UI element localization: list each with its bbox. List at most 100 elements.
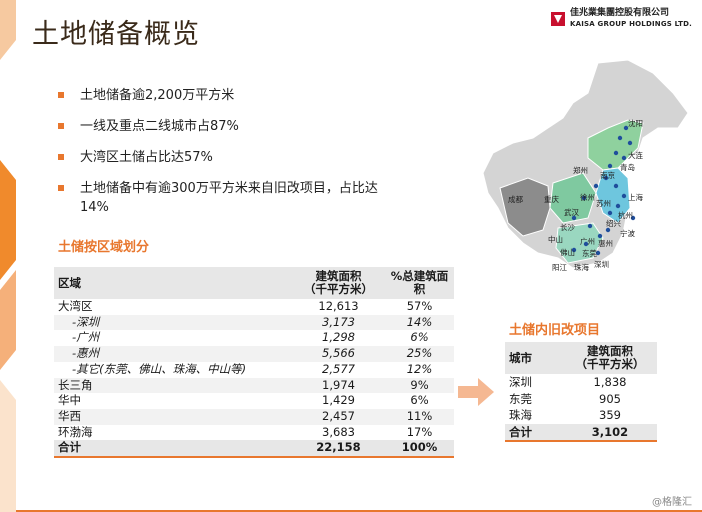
map-label-yangjiang: 阳江	[552, 263, 567, 272]
col-header-city: 城市	[505, 342, 563, 374]
kaisa-logo-icon	[551, 12, 565, 26]
region-area: 12,613	[318, 299, 359, 313]
region-land-bank-table: 区域 建筑面积 （千平方米） %总建筑面积 大湾区 12,613 57% -深圳 3,1…	[54, 267, 454, 459]
region-name: 环渤海	[58, 424, 93, 439]
total-area: 22,158	[292, 440, 385, 459]
map-label-shaoxing: 绍兴	[606, 218, 621, 228]
table-row: -深圳 3,173 14%	[54, 314, 454, 331]
map-label-foshan: 佛山	[560, 247, 575, 257]
region-pct: 6%	[410, 330, 429, 345]
bullet-item: 大湾区土储占比达57%	[58, 148, 398, 167]
region-area: 3,173	[292, 314, 385, 331]
city-area: 905	[599, 391, 621, 406]
table-header-row: 城市 建筑面积 （千平方米）	[505, 342, 657, 374]
page-title: 土地储备概览	[32, 19, 200, 50]
map-yangtze-region	[595, 167, 631, 224]
table-row: -其它(东莞、佛山、珠海、中山等) 2,577 12%	[54, 362, 454, 378]
china-land-bank-map: 沈阳 大连 青岛 郑州 南京 徐州 上海 成都 重庆 武汉 苏州 杭州 绍兴 宁…	[482, 59, 689, 272]
logo-en-text: KAISA GROUP HOLDINGS LTD.	[570, 20, 692, 28]
renewal-projects-table: 城市 建筑面积 （千平方米） 深圳 1,838 东莞 905 珠海 359 合计 3,10…	[505, 342, 657, 442]
map-label-ningbo: 宁波	[620, 228, 635, 238]
region-area: 3,683	[322, 424, 355, 439]
map-label-chengdu: 成都	[508, 194, 523, 204]
region-name: -广州	[72, 330, 100, 345]
map-label-wuhan: 武汉	[564, 207, 579, 217]
region-area: 1,429	[322, 393, 355, 408]
col-header-area-unit: （千平方米）	[575, 357, 645, 371]
project-dots	[571, 125, 636, 256]
map-label-huizhou: 惠州	[598, 238, 613, 248]
col-header-region: 区域	[54, 267, 292, 299]
city-name: 东莞	[509, 391, 532, 406]
table-row: 华中 1,429 6%	[54, 393, 454, 409]
region-name: 华西	[54, 408, 292, 425]
table-row: 珠海 359	[505, 407, 657, 424]
map-gba-region	[555, 222, 604, 264]
map-label-xuzhou: 徐州	[580, 192, 595, 202]
bullet-item: 一线及重点二线城市占87%	[58, 117, 398, 136]
bottom-divider	[16, 510, 702, 512]
region-area: 1,974	[292, 377, 385, 394]
total-pct: 100%	[385, 440, 454, 459]
map-central-region	[549, 172, 597, 224]
col-header-pct: %总建筑面积	[385, 267, 454, 299]
map-label-qingdao: 青岛	[620, 162, 635, 172]
city-area: 1,838	[593, 375, 627, 389]
table-row: 大湾区 12,613 57%	[54, 299, 454, 315]
renewal-table-title: 土储内旧改项目	[509, 323, 601, 338]
company-logo: 佳兆業集團控股有限公司 KAISA GROUP HOLDINGS LTD.	[551, 8, 692, 30]
map-label-zhongshan: 中山	[548, 234, 563, 244]
region-name: 长三角	[54, 377, 292, 394]
map-label-shenzhen: 深圳	[594, 259, 609, 269]
region-pct: 11%	[385, 408, 454, 425]
table-row: -惠州 5,566 25%	[54, 346, 454, 362]
map-bohai-region	[587, 119, 644, 171]
table-row: 华西 2,457 11%	[54, 408, 454, 425]
table-row: 长三角 1,974 9%	[54, 377, 454, 394]
region-pct: 17%	[406, 424, 433, 439]
table-row: 东莞 905	[505, 391, 657, 408]
total-label: 合计	[505, 423, 563, 442]
col-header-area: 建筑面积 （千平方米）	[563, 342, 657, 374]
logo-cn-text: 佳兆業集團控股有限公司	[570, 8, 670, 18]
map-label-shenyang: 沈阳	[628, 118, 643, 128]
map-label-zhuhai: 珠海	[574, 262, 589, 272]
region-table-title: 土储按区域划分	[58, 240, 150, 255]
region-name: -惠州	[54, 346, 292, 362]
region-name: -其它(东莞、佛山、珠海、中山等)	[72, 361, 247, 376]
region-pct: 25%	[385, 346, 454, 362]
table-total-row: 合计 22,158 100%	[54, 440, 454, 459]
map-label-dongguan: 东莞	[582, 248, 597, 258]
table-row: 深圳 1,838	[505, 374, 657, 391]
region-area: 5,566	[292, 346, 385, 362]
region-name: 华中	[58, 393, 81, 408]
col-header-area: 建筑面积 （千平方米）	[292, 267, 385, 299]
map-label-zhengzhou: 郑州	[573, 165, 588, 175]
table-row: 环渤海 3,683 17%	[54, 425, 454, 441]
table-header-row: 区域 建筑面积 （千平方米） %总建筑面积	[54, 267, 454, 299]
total-area: 3,102	[563, 423, 657, 442]
city-name: 珠海	[509, 408, 532, 422]
left-decoration	[0, 0, 16, 512]
city-name: 深圳	[509, 375, 532, 389]
map-label-dalian: 大连	[628, 150, 643, 160]
map-label-nanjing: 南京	[600, 170, 615, 180]
watermark: @格隆汇	[652, 497, 692, 508]
map-label-chongqing: 重庆	[544, 194, 559, 204]
map-label-guangzhou: 广州	[580, 236, 595, 246]
right-arrow-icon	[458, 378, 494, 406]
region-pct: 14%	[385, 314, 454, 331]
key-points-list: 土地储备逾2,200万平方米 一线及重点二线城市占87% 大湾区土储占比达57%…	[58, 86, 398, 229]
region-pct: 9%	[385, 377, 454, 394]
col-header-area-label: 建筑面积	[315, 269, 362, 283]
map-label-changsha: 长沙	[560, 222, 575, 232]
map-label-suzhou: 苏州	[596, 198, 611, 208]
region-pct: 12%	[406, 361, 433, 376]
table-total-row: 合计 3,102	[505, 423, 657, 442]
region-area: 2,457	[292, 408, 385, 425]
bullet-item: 土地储备逾2,200万平方米	[58, 86, 398, 105]
col-header-area-unit: （千平方米）	[304, 282, 373, 296]
map-label-hangzhou: 杭州	[618, 210, 633, 220]
region-name: 大湾区	[58, 299, 93, 313]
map-west-region	[499, 177, 551, 237]
